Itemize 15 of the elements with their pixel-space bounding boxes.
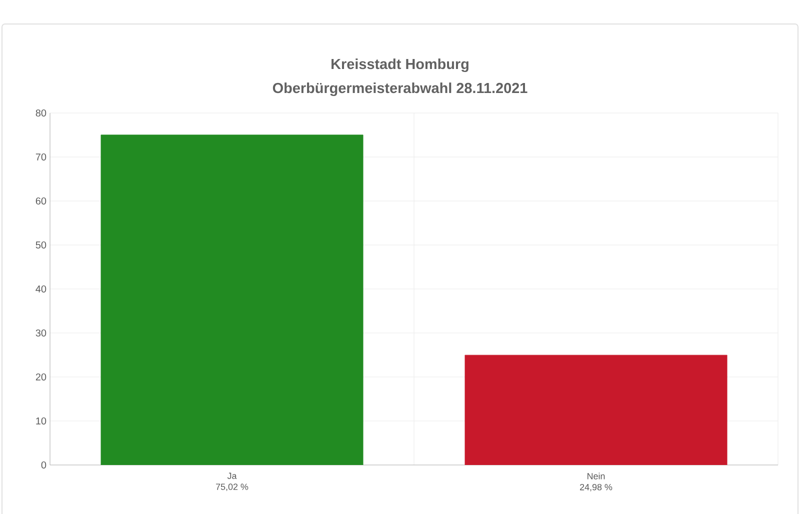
y-tick-label: 20 — [36, 373, 46, 381]
data-label: 24,98 % — [580, 484, 612, 492]
x-tick-label: Nein — [588, 472, 605, 480]
chart-subtitle: Oberbürgermeisterabwahl 28.11.2021 — [272, 82, 528, 96]
y-tick-label: 30 — [36, 329, 46, 337]
data-label: 75,02 % — [216, 484, 248, 492]
y-tick-label: 50 — [36, 241, 46, 249]
chart-title: Kreisstadt Homburg — [332, 58, 468, 72]
y-tick-label: 70 — [36, 153, 46, 161]
y-tick-label: 80 — [36, 109, 46, 117]
y-tick-label: 0 — [41, 461, 46, 469]
y-tick-label: 10 — [36, 417, 46, 425]
x-tick-label: Ja — [227, 472, 237, 480]
y-tick-label: 60 — [36, 197, 46, 205]
y-tick-label: 40 — [36, 285, 46, 293]
